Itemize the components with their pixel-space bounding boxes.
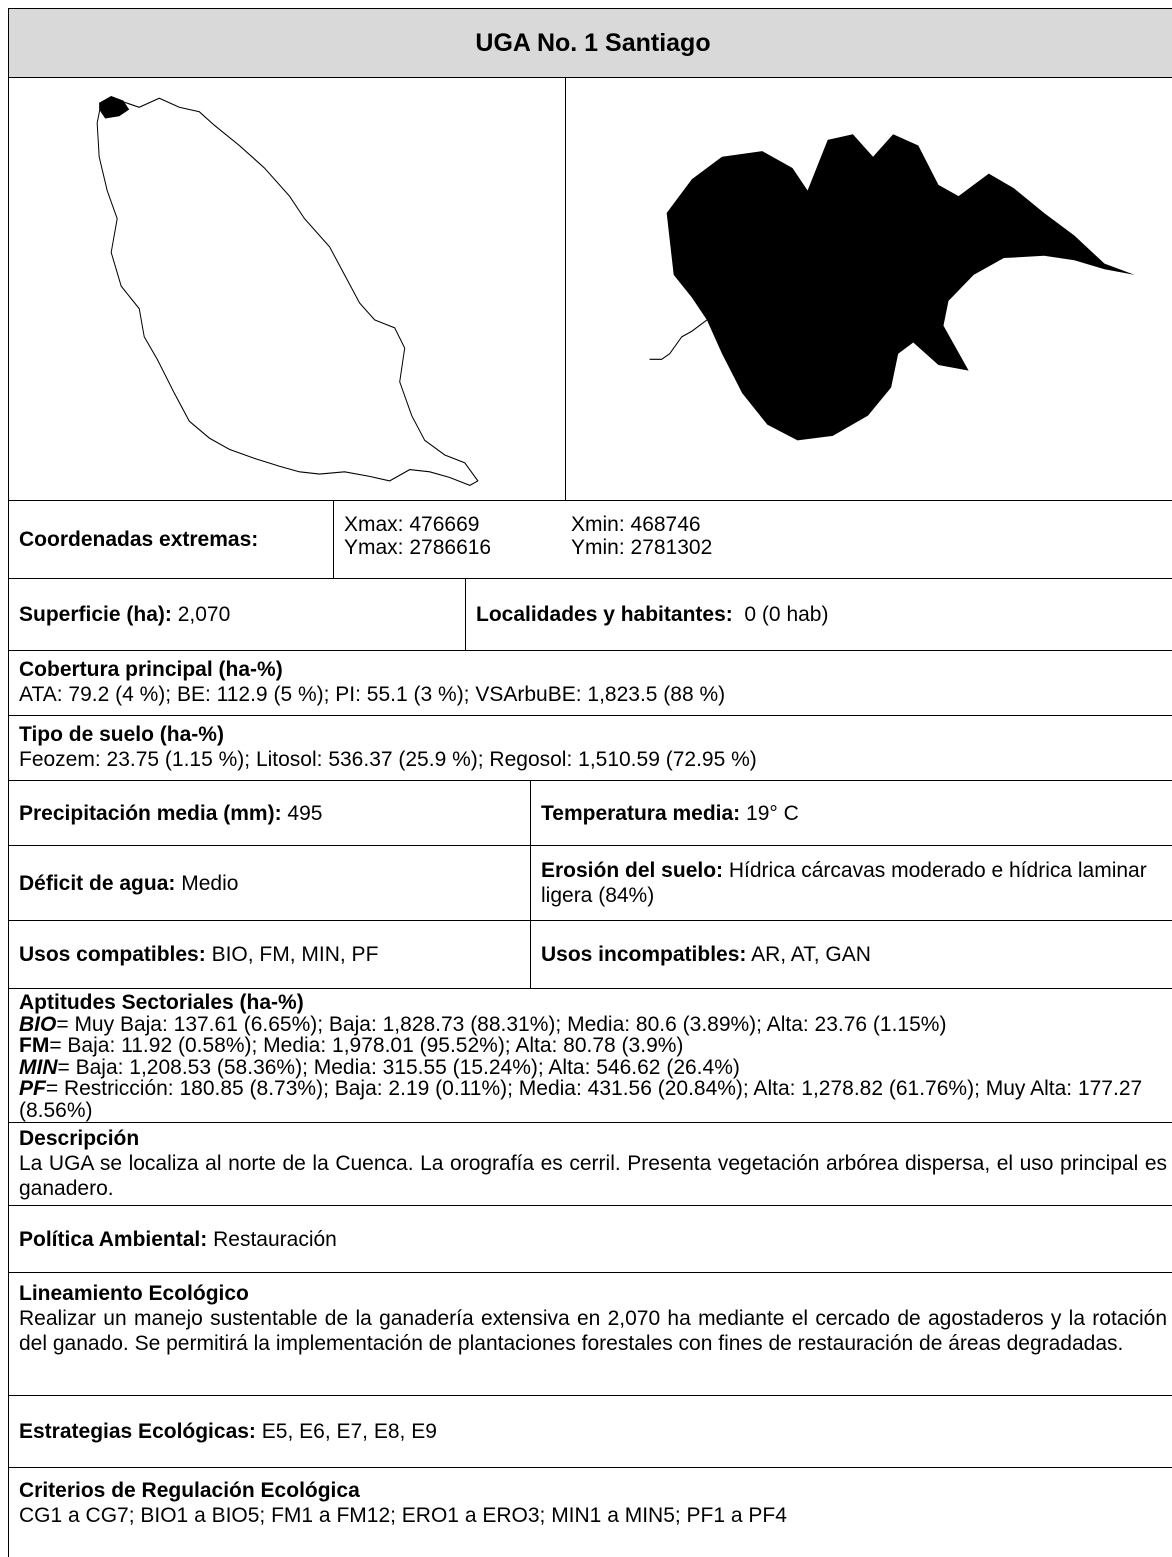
cell: Coordenadas extremas: (8, 500, 334, 579)
text: 2,070 (177, 603, 231, 626)
text: = Muy Baja: 137.61 (6.65%); Baja: 1,828.… (56, 1012, 947, 1036)
code: FM (19, 1034, 50, 1057)
label: Estrategias Ecológicas: (19, 1420, 256, 1443)
code: MIN (19, 1055, 58, 1079)
label: Usos incompatibles: (541, 943, 747, 966)
aptitude: BIO= Muy Baja: 137.61 (6.65%); Baja: 1,8… (19, 1012, 1167, 1036)
label: Criterios de Regulación Ecológica (19, 1479, 360, 1502)
code: BIO (19, 1012, 57, 1036)
aptitude: MIN= Baja: 1,208.53 (58.36%); Media: 315… (19, 1055, 1167, 1079)
text: Ymin: 2781302 (571, 536, 713, 559)
text: E5, E6, E7, E8, E9 (261, 1420, 437, 1443)
label: Superficie (ha): (19, 603, 172, 626)
cell: Superficie (ha): 2,070 (8, 578, 466, 651)
text: AR, AT, GAN (751, 943, 871, 966)
aptitude-list: BIO= Muy Baja: 137.61 (6.65%); Baja: 1,8… (19, 1012, 1167, 1122)
cell: Aptitudes Sectoriales (ha-%) BIO= Muy Ba… (8, 988, 1172, 1123)
cell: Cobertura principal (ha-%) ATA: 79.2 (4 %… (8, 650, 1172, 716)
label: Erosión del suelo: (541, 859, 724, 882)
location-map (96, 96, 479, 486)
text: Xmin: 468746 (571, 513, 701, 536)
title-cell: UGA No. 1 Santiago (8, 8, 1172, 78)
cell: Usos incompatibles: AR, AT, GAN (530, 920, 1172, 989)
cell: Política Ambiental: Restauración (8, 1205, 1172, 1273)
cell: Descripción La UGA se localiza al norte d… (8, 1122, 1172, 1206)
map-cell (8, 77, 566, 501)
text: Realizar un manejo sustentable de la gan… (19, 1307, 1167, 1355)
text: Medio (181, 871, 239, 895)
text: CG1 a CG7; BIO1 a BIO5; FM1 a FM12; ERO1… (19, 1504, 787, 1527)
label: Coordenadas extremas: (19, 528, 259, 551)
aptitude: PF= Restricción: 180.85 (8.73%); Baja: 2… (19, 1078, 1167, 1121)
text: Ymax: 2786616 (344, 536, 492, 559)
text: = Restricción: 180.85 (8.73%); Baja: 2.1… (19, 1077, 1143, 1122)
text: Restauración (213, 1227, 337, 1251)
map-cell (565, 77, 1172, 501)
label: Política Ambiental: (19, 1227, 208, 1251)
text: Xmax: 476669 (344, 513, 480, 536)
title: UGA No. 1 Santiago (475, 28, 711, 57)
cell: Xmax: 476669 Xmin: 468746 Ymax: 2786616 Ym… (333, 500, 1172, 579)
label: Tipo de suelo (ha-%) (19, 723, 224, 746)
text: = Baja: 1,208.53 (58.36%); Media: 315.55… (57, 1055, 740, 1079)
aptitude: FM= Baja: 11.92 (0.58%); Media: 1,978.01… (19, 1035, 1167, 1057)
label: Localidades y habitantes: (476, 603, 733, 626)
code: PF (19, 1077, 46, 1100)
text: Feozem: 23.75 (1.15 %); Litosol: 536.37 … (19, 748, 757, 771)
cell: Déficit de agua: Medio (8, 845, 531, 921)
text: = Baja: 11.92 (0.58%); Media: 1,978.01 (… (49, 1034, 684, 1057)
detail-map (649, 134, 1135, 441)
cell: Localidades y habitantes: 0 (0 hab) (465, 578, 1172, 651)
cell: Erosión del suelo: Hídrica cárcavas mode… (530, 845, 1172, 921)
cell: Usos compatibles: BIO, FM, MIN, PF (8, 920, 531, 989)
cell: Estrategias Ecológicas: E5, E6, E7, E8, … (8, 1395, 1172, 1468)
cell: Lineamiento Ecológico Realizar un manejo … (8, 1272, 1172, 1396)
text: La UGA se localiza al norte de la Cuenca… (19, 1152, 1167, 1200)
cell: Tipo de suelo (ha-%) Feozem: 23.75 (1.15 … (8, 715, 1172, 781)
text: ATA: 79.2 (4 %); BE: 112.9 (5 %); PI: 55… (19, 683, 726, 706)
text: 495 (287, 801, 323, 825)
text: 0 (0 hab) (744, 603, 829, 626)
label: Lineamiento Ecológico (19, 1282, 249, 1305)
label: Precipitación media (mm): (19, 801, 282, 825)
cell: Precipitación media (mm): 495 (8, 780, 531, 846)
label: Temperatura media: (541, 801, 741, 825)
cell: Criterios de Regulación Ecológica CG1 a C… (8, 1467, 1172, 1557)
label: Cobertura principal (ha-%) (19, 658, 283, 681)
cell: Temperatura media: 19° C (530, 780, 1172, 846)
label: Descripción (19, 1127, 140, 1150)
text: Hídrica cárcavas moderado e hídrica lami… (541, 859, 1147, 907)
label: Déficit de agua: (19, 871, 176, 895)
label: Usos compatibles: (19, 943, 206, 966)
text: 19° C (746, 801, 799, 825)
label: Aptitudes Sectoriales (ha-%) (19, 991, 304, 1014)
text: BIO, FM, MIN, PF (211, 943, 379, 966)
